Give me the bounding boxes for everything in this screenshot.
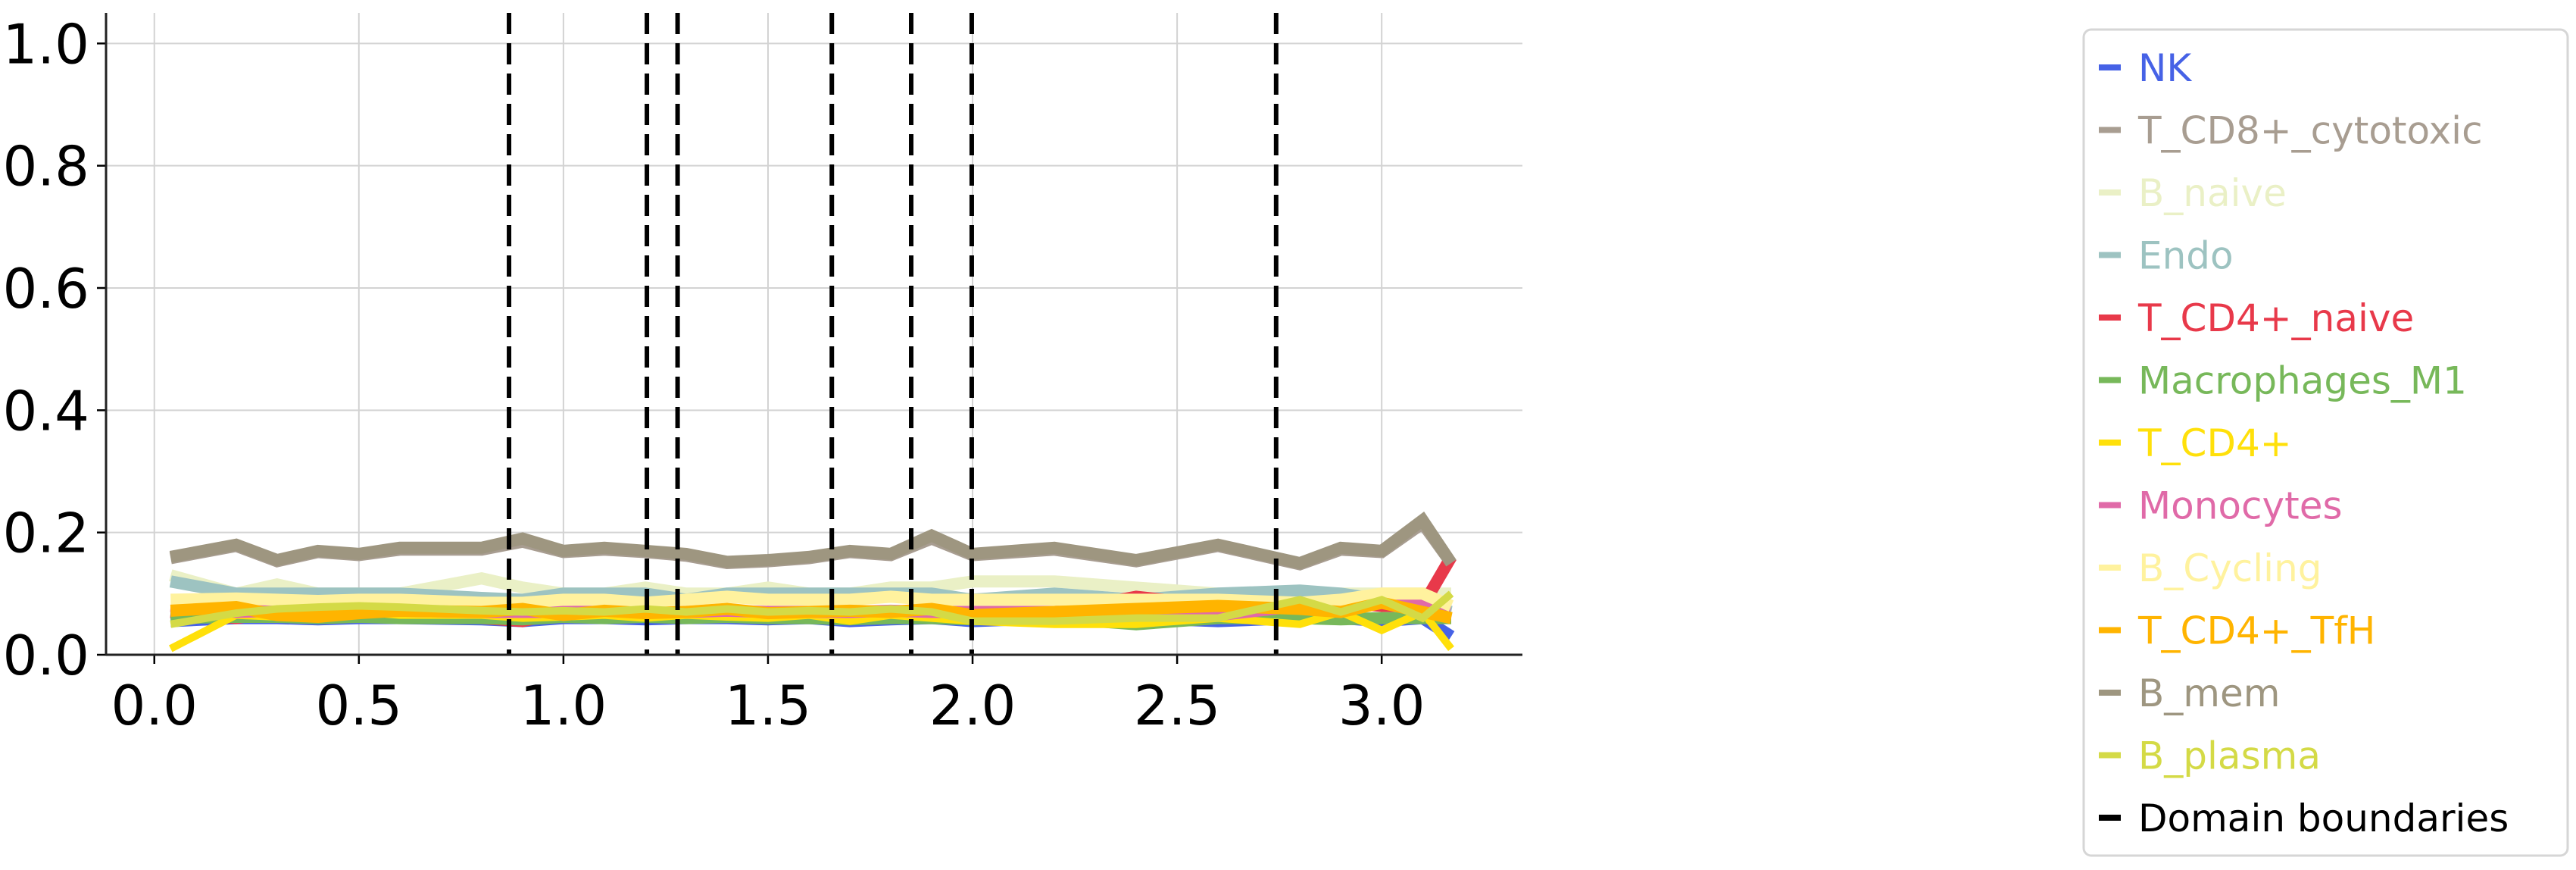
y-tick-label: 0.6 [2,257,89,321]
legend-label: T_CD4+ [2137,421,2292,465]
x-tick-label: 2.5 [1134,674,1221,737]
x-tick-label: 2.0 [929,674,1016,737]
series-lines [169,512,1457,652]
y-tick-label: 0.0 [2,624,89,687]
x-tick-label: 3.0 [1338,674,1425,737]
y-tick-label: 0.2 [2,502,89,565]
x-tick-label: 0.5 [316,674,403,737]
x-tick-label: 0.0 [111,674,198,737]
series-line-b-mem [169,512,1457,570]
axes: 0.0 0.5 1.0 1.5 2.0 2.5 3.0 0.0 0.2 0.4 0.6 0.8 1.0 [2,12,1522,737]
series-line-endo [169,575,1453,618]
legend-label: Endo [2138,234,2234,278]
legend-label: Domain boundaries [2138,796,2509,840]
legend-label: B_mem [2138,671,2280,715]
y-tick-label: 1.0 [2,12,89,76]
series-line-b-cycling [170,587,1454,612]
y-tick-label: 0.4 [2,379,89,443]
legend-label: B_Cycling [2138,546,2322,590]
x-tick-label: 1.0 [520,674,607,737]
y-tick-label: 0.8 [2,135,89,199]
legend-label: T_CD4+_naive [2137,296,2414,340]
legend-label: B_naive [2138,171,2287,215]
series-line-b-plasma [170,590,1454,628]
legend-label: B_plasma [2138,734,2321,778]
legend-label: Macrophages_M1 [2138,359,2467,403]
legend-box [2082,28,2569,857]
x-tick-label: 1.5 [725,674,812,737]
legend-label: T_CD4+_TfH [2137,609,2375,653]
legend-label: NK [2138,46,2192,90]
legend-label: Monocytes [2138,484,2343,528]
legend: NK T_CD8+_cytotoxic B_naive Endo T_CD4+_naiv… [2082,28,2569,857]
domain-boundaries [507,13,1279,655]
legend-label: T_CD8+_cytotoxic [2137,109,2483,153]
